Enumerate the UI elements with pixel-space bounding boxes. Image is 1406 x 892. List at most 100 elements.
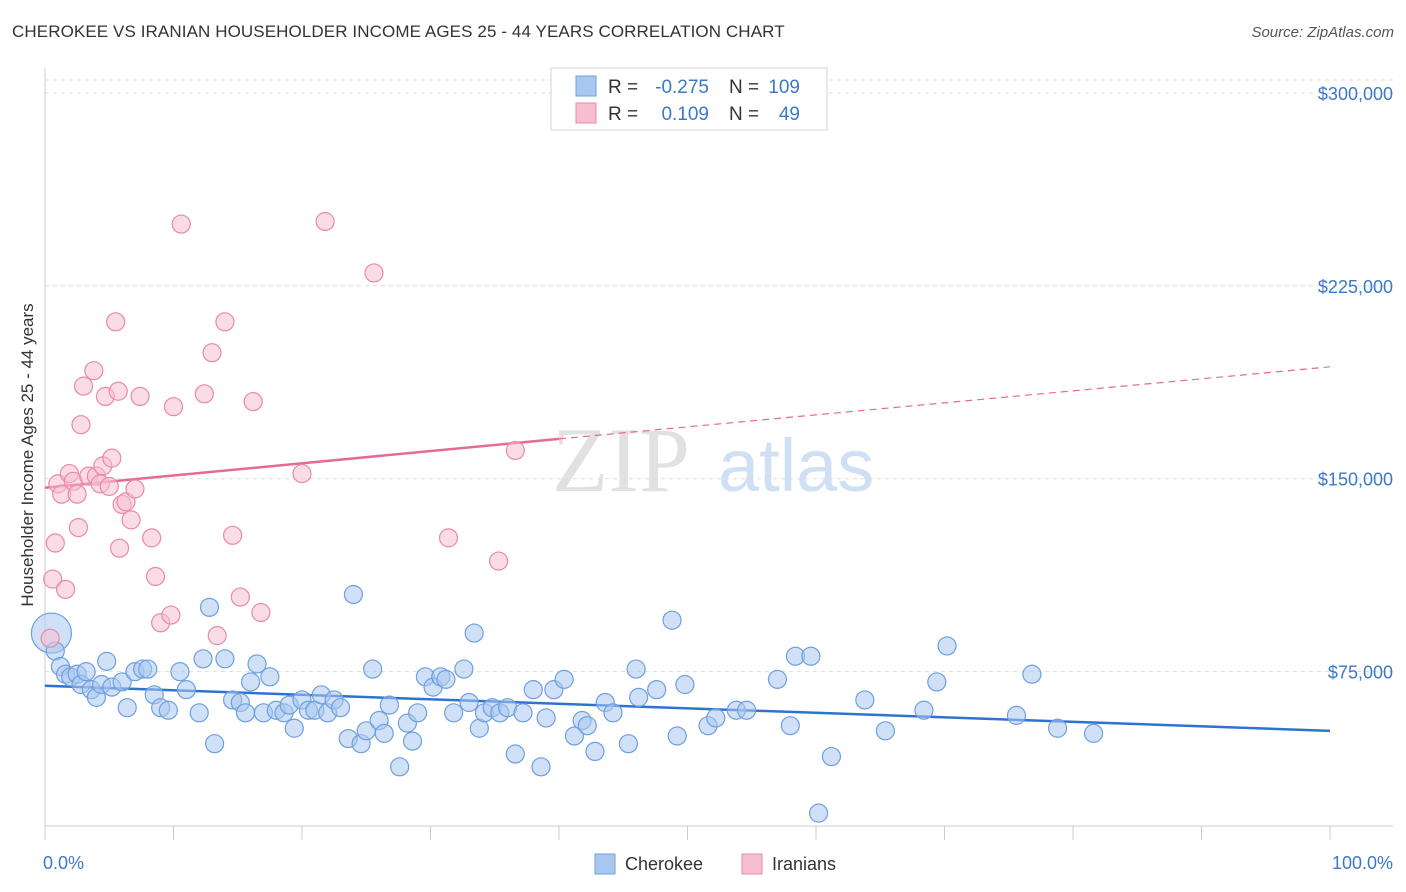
point-cherokee	[937, 636, 957, 656]
legend-n-label-iranians: N =	[729, 104, 759, 125]
point-cherokee	[76, 662, 96, 682]
legend-bottom-swatch-iranians	[741, 853, 763, 875]
point-cherokee	[536, 708, 556, 728]
point-cherokee	[464, 623, 484, 643]
point-iranians	[67, 484, 87, 504]
legend-swatch-iranians	[575, 102, 597, 124]
point-cherokee	[914, 700, 934, 720]
point-cherokee	[647, 680, 667, 700]
point-cherokee	[875, 721, 895, 741]
point-iranians	[161, 605, 181, 625]
watermark-zip: ZIP	[552, 409, 690, 511]
point-cherokee	[505, 744, 525, 764]
point-iranians	[99, 476, 119, 497]
point-iranians	[230, 587, 250, 607]
legend-r-label-cherokee: R =	[608, 77, 638, 98]
point-cherokee	[158, 700, 178, 720]
point-cherokee	[767, 669, 788, 689]
point-cherokee	[408, 703, 428, 723]
legend-bottom-label-cherokee: Cherokee	[625, 854, 703, 874]
x-tick-label-max: 100.0%	[1332, 853, 1393, 873]
point-cherokee	[247, 654, 267, 674]
point-cherokee	[618, 734, 638, 754]
point-iranians	[215, 312, 235, 332]
y-tick-label: $300,000	[1318, 84, 1393, 104]
trend-line-iranians	[44, 437, 560, 489]
point-iranians	[102, 448, 122, 468]
point-cherokee	[170, 662, 190, 682]
point-cherokee	[780, 716, 800, 736]
point-cherokee	[284, 718, 304, 738]
series-legend: Cherokee Iranians	[594, 853, 836, 875]
point-cherokee	[603, 703, 623, 723]
point-cherokee	[801, 646, 821, 666]
point-cherokee	[577, 716, 597, 736]
point-iranians	[40, 628, 60, 648]
point-iranians	[45, 533, 65, 553]
point-cherokee	[808, 803, 829, 823]
point-cherokee	[564, 726, 585, 746]
point-cherokee	[626, 659, 646, 679]
point-cherokee	[459, 692, 479, 713]
point-cherokee	[390, 757, 410, 777]
chart-title: CHEROKEE VS IRANIAN HOUSEHOLDER INCOME A…	[12, 22, 785, 41]
point-iranians	[505, 440, 525, 461]
point-cherokee	[436, 669, 456, 689]
gridlines	[45, 79, 1393, 673]
point-iranians	[223, 525, 243, 545]
point-cherokee	[343, 584, 363, 605]
point-iranians	[142, 528, 162, 548]
legend-n-value-cherokee: 109	[768, 77, 800, 98]
point-iranians	[251, 602, 271, 623]
trend-line-cherokee	[44, 684, 1331, 733]
point-cherokee	[662, 610, 682, 630]
point-iranians	[43, 569, 63, 589]
point-cherokee	[513, 703, 533, 723]
point-cherokee	[667, 726, 687, 746]
y-tick-label: $150,000	[1318, 470, 1393, 490]
point-iranians	[121, 510, 141, 530]
point-cherokee	[454, 659, 474, 679]
point-cherokee	[112, 672, 132, 692]
point-iranians	[207, 626, 227, 646]
y-axis-title: Householder Income Ages 25 - 44 years	[18, 303, 37, 606]
point-iranians	[292, 463, 312, 484]
point-iranians	[84, 361, 104, 381]
point-cherokee	[585, 741, 605, 762]
point-cherokee	[330, 698, 351, 718]
point-cherokee	[176, 680, 196, 700]
axes	[44, 68, 1393, 840]
point-cherokee	[444, 703, 464, 723]
data-points	[30, 211, 1104, 823]
source-note: Source: ZipAtlas.com	[1251, 24, 1394, 41]
point-cherokee	[629, 687, 649, 707]
stats-legend: R = -0.275 N = 109 R = 0.109 N = 49	[550, 67, 828, 131]
point-iranians	[130, 386, 150, 407]
point-cherokee	[402, 731, 423, 751]
point-iranians	[109, 538, 130, 558]
point-cherokee	[97, 651, 117, 671]
x-tick-label-min: 0.0%	[43, 853, 84, 873]
point-cherokee	[1022, 664, 1042, 684]
point-iranians	[489, 551, 509, 571]
point-cherokee	[374, 723, 394, 743]
point-cherokee	[1047, 718, 1068, 738]
point-iranians	[163, 397, 184, 417]
point-cherokee	[1006, 705, 1027, 725]
point-cherokee	[138, 659, 158, 679]
y-tick-label: $75,000	[1328, 663, 1393, 683]
point-cherokee	[205, 734, 225, 754]
legend-bottom-label-iranians: Iranians	[772, 854, 836, 874]
point-iranians	[315, 211, 335, 232]
point-iranians	[171, 214, 191, 234]
point-cherokee	[189, 703, 209, 723]
legend-bottom-swatch-cherokee	[594, 853, 616, 875]
point-cherokee	[927, 672, 947, 692]
point-iranians	[125, 479, 145, 499]
point-cherokee	[117, 698, 137, 718]
point-iranians	[71, 415, 91, 435]
point-iranians	[145, 566, 166, 587]
point-cherokee	[215, 649, 235, 669]
point-iranians	[243, 391, 263, 412]
